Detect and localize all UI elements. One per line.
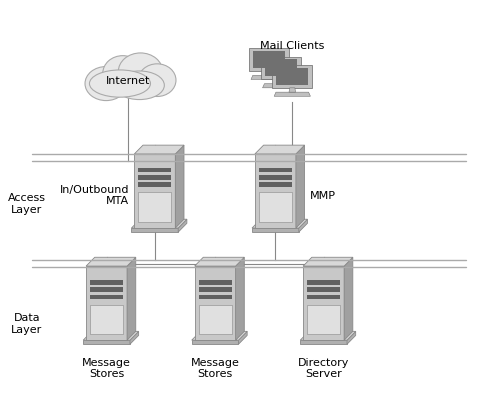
Polygon shape — [90, 295, 123, 300]
Polygon shape — [255, 146, 305, 155]
Text: Access
Layer: Access Layer — [8, 193, 46, 214]
Polygon shape — [192, 340, 239, 344]
Polygon shape — [130, 332, 139, 344]
Polygon shape — [261, 58, 301, 80]
Polygon shape — [195, 266, 236, 340]
Ellipse shape — [138, 65, 176, 97]
Ellipse shape — [118, 54, 163, 91]
Text: Mail Clients: Mail Clients — [260, 41, 325, 51]
Polygon shape — [296, 146, 305, 228]
Polygon shape — [139, 176, 171, 181]
Polygon shape — [86, 258, 136, 266]
Polygon shape — [347, 332, 356, 344]
Polygon shape — [90, 288, 123, 292]
Text: In/Outbound
MTA: In/Outbound MTA — [60, 184, 129, 206]
Ellipse shape — [103, 57, 142, 92]
Text: Internet: Internet — [106, 76, 150, 86]
Polygon shape — [134, 146, 184, 155]
Ellipse shape — [89, 71, 150, 98]
Polygon shape — [199, 280, 231, 285]
Polygon shape — [263, 85, 299, 89]
Polygon shape — [251, 76, 287, 80]
Polygon shape — [131, 228, 178, 232]
Polygon shape — [178, 220, 187, 232]
Polygon shape — [139, 183, 171, 188]
Polygon shape — [259, 183, 292, 188]
Polygon shape — [259, 193, 292, 223]
Polygon shape — [90, 305, 123, 335]
Polygon shape — [252, 220, 307, 228]
Polygon shape — [274, 93, 310, 97]
Polygon shape — [127, 258, 136, 340]
Polygon shape — [307, 280, 340, 285]
Polygon shape — [266, 72, 272, 76]
Polygon shape — [276, 68, 308, 85]
Polygon shape — [83, 332, 139, 340]
Polygon shape — [236, 258, 244, 340]
Ellipse shape — [85, 67, 127, 101]
Polygon shape — [259, 168, 292, 173]
Polygon shape — [199, 288, 231, 292]
Polygon shape — [299, 220, 307, 232]
Polygon shape — [239, 332, 247, 344]
Ellipse shape — [114, 72, 164, 100]
Polygon shape — [139, 193, 171, 223]
Polygon shape — [307, 288, 340, 292]
Polygon shape — [259, 176, 292, 181]
Text: Directory
Server: Directory Server — [298, 357, 349, 378]
Polygon shape — [277, 80, 284, 85]
Polygon shape — [253, 52, 285, 68]
Polygon shape — [195, 258, 244, 266]
Polygon shape — [134, 155, 175, 228]
Polygon shape — [272, 66, 312, 89]
Polygon shape — [307, 295, 340, 300]
Text: MMP: MMP — [309, 190, 335, 200]
Polygon shape — [249, 49, 289, 72]
Polygon shape — [90, 280, 123, 285]
Polygon shape — [264, 60, 297, 77]
Polygon shape — [300, 340, 347, 344]
Polygon shape — [86, 266, 127, 340]
Polygon shape — [199, 305, 231, 335]
Polygon shape — [139, 168, 171, 173]
Polygon shape — [192, 332, 247, 340]
Polygon shape — [307, 305, 340, 335]
Polygon shape — [300, 332, 356, 340]
Polygon shape — [289, 89, 296, 93]
Polygon shape — [252, 228, 299, 232]
Text: Data
Layer: Data Layer — [11, 313, 42, 334]
Polygon shape — [344, 258, 353, 340]
Polygon shape — [175, 146, 184, 228]
Polygon shape — [303, 258, 353, 266]
Polygon shape — [83, 340, 130, 344]
Text: Message
Stores: Message Stores — [82, 357, 131, 378]
Text: Message
Stores: Message Stores — [191, 357, 240, 378]
Polygon shape — [303, 266, 344, 340]
Polygon shape — [131, 220, 187, 228]
Polygon shape — [199, 295, 231, 300]
Polygon shape — [255, 155, 296, 228]
